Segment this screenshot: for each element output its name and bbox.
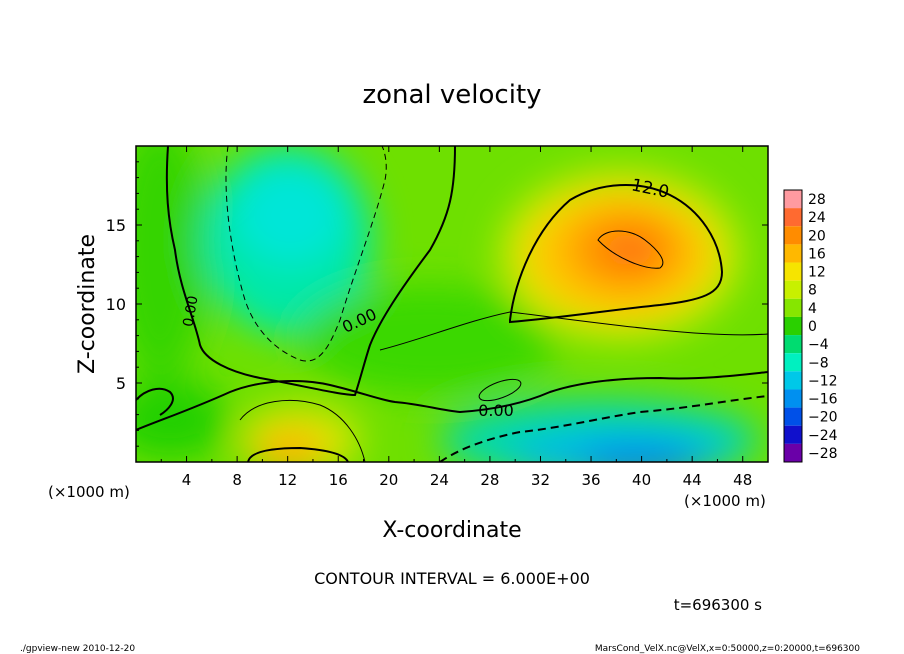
colorbar-segment bbox=[784, 335, 802, 354]
x-axis: 4 8 12 16 20 24 28 32 36 40 44 48 bbox=[160, 146, 752, 489]
colorbar-label: 0 bbox=[808, 319, 817, 335]
contour-line bbox=[165, 146, 456, 397]
colorbar-label: 8 bbox=[808, 283, 817, 299]
velocity-field bbox=[136, 146, 768, 462]
colorbar-label: 16 bbox=[808, 246, 826, 262]
x-tick-label: 36 bbox=[581, 471, 600, 489]
colorbar-frame bbox=[783, 189, 803, 463]
colorbar-label: 28 bbox=[808, 192, 826, 208]
contour-label-0-left: 0.00 bbox=[180, 295, 201, 328]
x-tick-label: 40 bbox=[632, 471, 651, 489]
y-tick-label: 10 bbox=[106, 295, 126, 314]
colorbar-segment bbox=[784, 389, 802, 408]
colorbar-label: 24 bbox=[808, 210, 826, 226]
x-axis-label: X-coordinate bbox=[382, 518, 521, 543]
y-tick-label: 5 bbox=[116, 374, 126, 393]
colorbar-label: −24 bbox=[808, 428, 838, 444]
x-tick-label: 24 bbox=[430, 471, 449, 489]
contour-line bbox=[225, 146, 387, 362]
y-axis: 5 10 15 bbox=[106, 161, 768, 447]
colorbar: 28 24 20 16 12 8 4 0 −4 −8 −12 −16 −20 −24 −28 bbox=[783, 189, 838, 463]
x-unit-label-left: (×1000 m) bbox=[48, 483, 130, 501]
contour-line bbox=[239, 399, 366, 462]
x-tick-label: 16 bbox=[329, 471, 348, 489]
colorbar-segment bbox=[784, 425, 802, 444]
colorbar-segment bbox=[784, 244, 802, 263]
colorbar-segment bbox=[784, 407, 802, 426]
contour-line bbox=[509, 183, 724, 324]
y-tick-label: 15 bbox=[106, 216, 126, 235]
colorbar-label: −4 bbox=[808, 337, 829, 353]
colorbar-segment bbox=[784, 190, 802, 209]
colorbar-label: −16 bbox=[808, 392, 838, 408]
colorbar-label: −20 bbox=[808, 410, 838, 426]
contour-line bbox=[439, 395, 768, 462]
colorbar-label: 12 bbox=[808, 265, 826, 281]
colorbar-segment bbox=[784, 316, 802, 336]
y-axis-label: Z-coordinate bbox=[75, 234, 100, 374]
colorbar-segment bbox=[784, 226, 802, 245]
colorbar-label: 4 bbox=[808, 301, 817, 317]
footer-right: MarsCond_VelX.nc@VelX,x=0:50000,z=0:2000… bbox=[595, 644, 860, 654]
colorbar-segment bbox=[784, 371, 802, 390]
contour-line bbox=[379, 311, 768, 351]
colorbar-label: −28 bbox=[808, 446, 838, 462]
colorbar-label: −8 bbox=[808, 355, 829, 371]
colorbar-segment bbox=[784, 353, 802, 372]
x-tick-label: 8 bbox=[232, 471, 242, 489]
x-unit-label-right: (×1000 m) bbox=[684, 492, 766, 510]
x-tick-label: 44 bbox=[683, 471, 702, 489]
contour-line bbox=[478, 378, 522, 402]
x-tick-label: 28 bbox=[480, 471, 499, 489]
contour-line bbox=[136, 387, 174, 416]
x-tick-label: 20 bbox=[379, 471, 398, 489]
colorbar-segment bbox=[784, 443, 802, 462]
time-text: t=696300 s bbox=[674, 596, 762, 614]
colorbar-label: −12 bbox=[808, 373, 838, 389]
contour-line bbox=[597, 230, 664, 269]
colorbar-segment bbox=[784, 280, 802, 299]
colorbar-segment bbox=[784, 208, 802, 227]
colorbar-label: 20 bbox=[808, 228, 826, 244]
contour-line bbox=[247, 446, 349, 462]
colorbar-segment bbox=[784, 298, 802, 317]
x-tick-label: 48 bbox=[733, 471, 752, 489]
footer-left: ./gpview-new 2010-12-20 bbox=[20, 644, 135, 654]
chart-title: zonal velocity bbox=[362, 80, 541, 110]
x-tick-label: 12 bbox=[278, 471, 297, 489]
contour-interval-text: CONTOUR INTERVAL = 6.000E+00 bbox=[314, 569, 590, 588]
colorbar-segment bbox=[784, 262, 802, 281]
contour-line bbox=[136, 371, 768, 431]
x-tick-label: 32 bbox=[531, 471, 550, 489]
x-tick-label: 4 bbox=[182, 471, 192, 489]
contour-label-0-lower: 0.00 bbox=[478, 401, 514, 420]
